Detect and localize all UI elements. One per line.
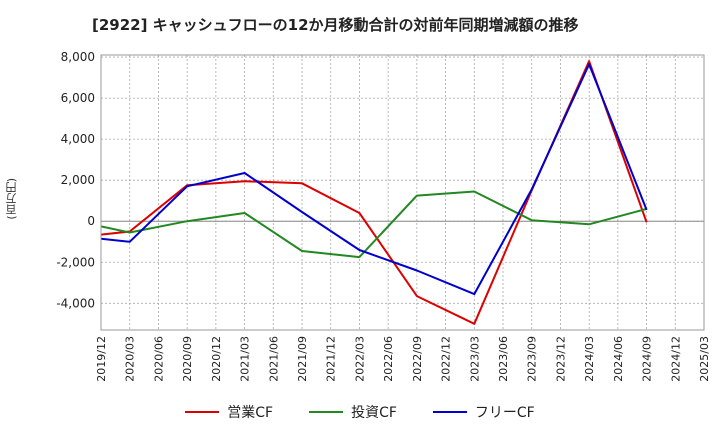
- legend-item: 営業CF: [185, 402, 273, 422]
- x-tick-label: 2022/09: [411, 336, 424, 382]
- legend-swatch: [432, 411, 467, 413]
- x-tick-label: 2023/06: [497, 336, 510, 382]
- y-tick-label: 0: [87, 214, 95, 228]
- x-tick-label: 2024/12: [669, 336, 682, 382]
- series-line: [100, 190, 647, 259]
- legend-swatch: [185, 411, 220, 413]
- x-tick-labels: 2019/12 2020/03 2020/06 2020/09 2020/12 2021/…: [95, 336, 711, 382]
- grid-layer: [100, 55, 705, 330]
- y-tick-label: 4,000: [61, 132, 95, 146]
- x-tick-label: 2022/06: [382, 336, 395, 382]
- x-tick-label: 2023/09: [526, 336, 539, 382]
- y-tick-label: 6,000: [61, 91, 95, 105]
- legend-label: 営業CF: [227, 405, 274, 421]
- y-tick-labels: 8,000 6,000 4,000 2,000 0 -2,000 -4,000: [56, 50, 95, 310]
- x-tick-label: 2024/06: [612, 336, 625, 382]
- y-tick-label: -2,000: [56, 255, 95, 269]
- x-tick-label: 2022/03: [353, 336, 366, 382]
- x-tick-label: 2021/12: [325, 336, 338, 382]
- y-tick-label: -4,000: [56, 296, 95, 310]
- legend: 営業CF 投資CF フリーCF: [0, 402, 720, 422]
- y-tick-label: 2,000: [61, 173, 95, 187]
- x-tick-label: 2020/09: [181, 336, 194, 382]
- x-tick-label: 2021/09: [296, 336, 309, 382]
- x-tick-label: 2025/03: [698, 336, 711, 382]
- x-tick-label: 2023/03: [468, 336, 481, 382]
- plot-frame: [100, 54, 705, 331]
- x-tick-label: 2024/03: [583, 336, 596, 382]
- x-tick-label: 2022/12: [440, 336, 453, 382]
- series-layer: [100, 60, 648, 325]
- x-tick-label: 2021/03: [239, 336, 252, 382]
- legend-item: フリーCF: [432, 402, 535, 422]
- x-tick-label: 2020/12: [210, 336, 223, 382]
- legend-label: フリーCF: [474, 405, 535, 421]
- x-tick-label: 2024/09: [641, 336, 654, 382]
- x-tick-label: 2020/03: [124, 336, 137, 382]
- legend-label: 投資CF: [351, 405, 397, 421]
- legend-swatch: [309, 411, 344, 413]
- series-line: [100, 63, 648, 296]
- x-tick-label: 2021/06: [267, 336, 280, 382]
- y-tick-label: 8,000: [61, 50, 95, 64]
- chart-title: [2922] キャッシュフローの12か月移動合計の対前年同期増減額の推移: [92, 16, 579, 34]
- x-tick-label: 2020/06: [152, 336, 165, 382]
- x-tick-label: 2023/12: [554, 336, 567, 382]
- x-tick-label: 2019/12: [95, 336, 108, 382]
- legend-item: 投資CF: [309, 402, 397, 422]
- series-line: [100, 60, 648, 325]
